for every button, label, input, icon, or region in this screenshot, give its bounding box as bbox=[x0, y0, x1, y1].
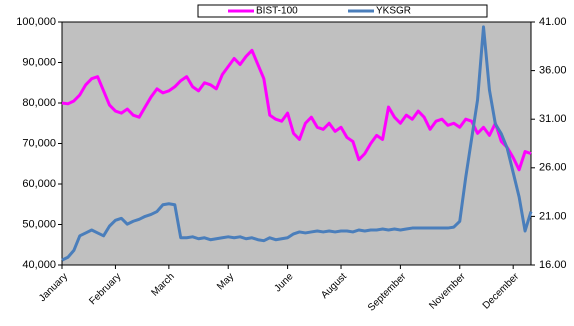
y-tick-label: 70,000 bbox=[22, 137, 56, 149]
x-tick-label: August bbox=[319, 271, 349, 301]
x-tick-label: November bbox=[427, 271, 468, 312]
x-tick-label: January bbox=[37, 271, 70, 304]
y-tick-label: 100,000 bbox=[16, 16, 56, 28]
legend bbox=[197, 4, 488, 18]
x-tick-label: September bbox=[366, 271, 409, 314]
y2-tick-label: 16.00 bbox=[539, 259, 567, 271]
series-line bbox=[61, 48, 532, 172]
x-tick-label: December bbox=[481, 271, 522, 312]
x-tick-label: June bbox=[272, 271, 295, 294]
legend-label: BIST-100 bbox=[256, 6, 298, 17]
x-tick-label: May bbox=[215, 271, 236, 292]
x-tick-label: March bbox=[149, 271, 176, 298]
y2-tick-label: 31.00 bbox=[539, 113, 567, 125]
y2-tick-label: 41.00 bbox=[539, 16, 567, 28]
legend-label: YKSGR bbox=[376, 6, 411, 17]
y-tick-label: 60,000 bbox=[22, 178, 56, 190]
y-tick-label: 90,000 bbox=[22, 56, 56, 68]
y-tick-label: 50,000 bbox=[22, 218, 56, 230]
y2-tick-label: 36.00 bbox=[539, 65, 567, 77]
x-tick-label: February bbox=[87, 271, 123, 307]
y-tick-label: 80,000 bbox=[22, 97, 56, 109]
y2-tick-label: 21.00 bbox=[539, 210, 567, 222]
plot-area bbox=[61, 21, 532, 266]
y2-tick-label: 26.00 bbox=[539, 162, 567, 174]
y-tick-label: 40,000 bbox=[22, 259, 56, 271]
series-line bbox=[61, 25, 533, 262]
